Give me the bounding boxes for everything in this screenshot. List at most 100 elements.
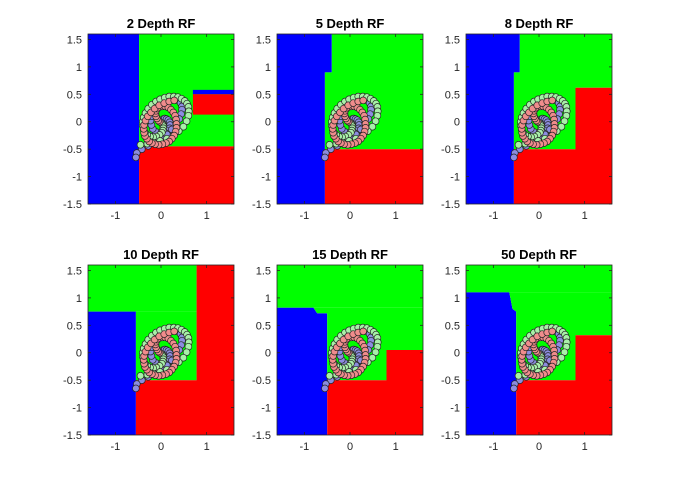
y-tick-label: -0.5	[252, 375, 271, 387]
x-tick-label: 0	[158, 210, 164, 222]
y-tick-label: -1.5	[441, 430, 460, 442]
red-spiral-point	[359, 96, 367, 105]
y-tick-label: -1	[72, 403, 82, 415]
blue-spiral-point	[132, 384, 140, 393]
y-tick-label: -0.5	[63, 375, 82, 387]
subplot-title: 8 Depth RF	[505, 16, 574, 31]
subplot-6: -1 0 1 1.5 1 0.5 0 -0.5 -1 -1.5 50 Depth RF	[441, 247, 613, 453]
y-tick-label: 1.5	[67, 265, 82, 277]
x-tick-label: -1	[110, 210, 120, 222]
y-tick-label: 0.5	[256, 320, 271, 332]
green-spiral-point	[371, 117, 380, 125]
green-decision-region	[88, 265, 197, 312]
blue-spiral-point	[321, 384, 329, 393]
x-tick-label: -1	[488, 210, 498, 222]
x-tick-label: 0	[347, 441, 353, 453]
axes-frame	[465, 33, 613, 205]
blue-spiral-point	[510, 384, 518, 393]
y-tick-label: 0	[265, 348, 271, 360]
red-spiral-point	[359, 327, 367, 336]
green-decision-region	[466, 265, 612, 293]
y-tick-label: 0	[454, 348, 460, 360]
y-tick-label: -1	[261, 172, 271, 184]
y-tick-label: 1.5	[256, 265, 271, 277]
y-tick-label: -1.5	[252, 430, 271, 442]
y-tick-label: -1.5	[252, 199, 271, 211]
green-spiral-point	[371, 348, 380, 356]
y-tick-label: -1	[450, 403, 460, 415]
x-tick-label: 1	[393, 210, 399, 222]
red-decision-region	[139, 146, 234, 204]
y-tick-label: 1	[76, 62, 82, 74]
y-tick-label: -1.5	[441, 199, 460, 211]
y-tick-label: 1	[265, 293, 271, 305]
red-spiral-point	[548, 96, 556, 105]
x-tick-label: 1	[204, 210, 210, 222]
subplot-title: 10 Depth RF	[123, 247, 199, 262]
subplot-title: 15 Depth RF	[312, 247, 388, 262]
green-spiral-point	[182, 117, 191, 125]
y-tick-label: 1	[76, 293, 82, 305]
red-spiral-point	[170, 96, 178, 105]
x-tick-label: 0	[158, 441, 164, 453]
y-tick-label: 1	[265, 62, 271, 74]
green-spiral-point	[514, 141, 523, 149]
axes-frame	[87, 33, 235, 205]
y-tick-label: -1	[261, 403, 271, 415]
subplot-1: -1 0 1 1.5 1 0.5 0 -0.5 -1 -1.5 2 Depth RF	[63, 16, 235, 222]
subplot-title: 2 Depth RF	[127, 16, 196, 31]
green-spiral-point	[136, 372, 145, 380]
x-tick-label: -1	[488, 441, 498, 453]
axes-frame	[276, 264, 424, 436]
green-decision-region	[277, 265, 423, 308]
red-decision-region	[327, 350, 423, 435]
x-tick-label: 1	[393, 441, 399, 453]
red-decision-region	[513, 87, 612, 204]
blue-decision-region	[277, 34, 332, 204]
blue-decision-region	[466, 292, 517, 435]
green-spiral-point	[514, 372, 523, 380]
red-spiral-point	[170, 327, 178, 336]
blue-spiral-point	[132, 153, 140, 162]
x-tick-label: 0	[536, 210, 542, 222]
y-tick-label: 0	[454, 117, 460, 129]
y-tick-label: -0.5	[63, 144, 82, 156]
y-tick-label: 0.5	[256, 89, 271, 101]
green-spiral-point	[136, 141, 145, 149]
green-spiral-point	[182, 348, 191, 356]
subplot-title: 50 Depth RF	[501, 247, 577, 262]
axes-frame	[465, 264, 613, 436]
x-tick-label: 0	[536, 441, 542, 453]
blue-decision-region	[88, 311, 136, 435]
blue-decision-region	[277, 307, 328, 435]
subplot-2: -1 0 1 1.5 1 0.5 0 -0.5 -1 -1.5 5 Depth RF	[252, 16, 424, 222]
x-tick-label: -1	[299, 441, 309, 453]
y-tick-label: 1.5	[445, 34, 460, 46]
y-tick-label: -1	[450, 172, 460, 184]
y-tick-label: 1	[454, 293, 460, 305]
subplot-4: -1 0 1 1.5 1 0.5 0 -0.5 -1 -1.5 10 Depth RF	[63, 247, 235, 453]
y-tick-label: -1	[72, 172, 82, 184]
y-tick-label: 0.5	[67, 320, 82, 332]
x-tick-label: 1	[204, 441, 210, 453]
axes-frame	[276, 33, 424, 205]
y-tick-label: 0.5	[67, 89, 82, 101]
red-decision-region	[135, 265, 234, 435]
y-tick-label: 0.5	[445, 320, 460, 332]
x-tick-label: 1	[582, 441, 588, 453]
red-decision-region	[192, 94, 234, 115]
subplot-3: -1 0 1 1.5 1 0.5 0 -0.5 -1 -1.5 8 Depth RF	[441, 16, 613, 222]
red-decision-region	[324, 149, 423, 204]
blue-spiral-point	[510, 153, 518, 162]
y-tick-label: 1.5	[256, 34, 271, 46]
y-tick-label: 1	[454, 62, 460, 74]
green-spiral-point	[325, 141, 334, 149]
green-spiral-point	[325, 372, 334, 380]
y-tick-label: 1.5	[445, 265, 460, 277]
blue-decision-region	[88, 34, 140, 204]
y-tick-label: -0.5	[441, 375, 460, 387]
y-tick-label: -1.5	[63, 430, 82, 442]
y-tick-label: 0.5	[445, 89, 460, 101]
subplot-5: -1 0 1 1.5 1 0.5 0 -0.5 -1 -1.5 15 Depth RF	[252, 247, 424, 453]
